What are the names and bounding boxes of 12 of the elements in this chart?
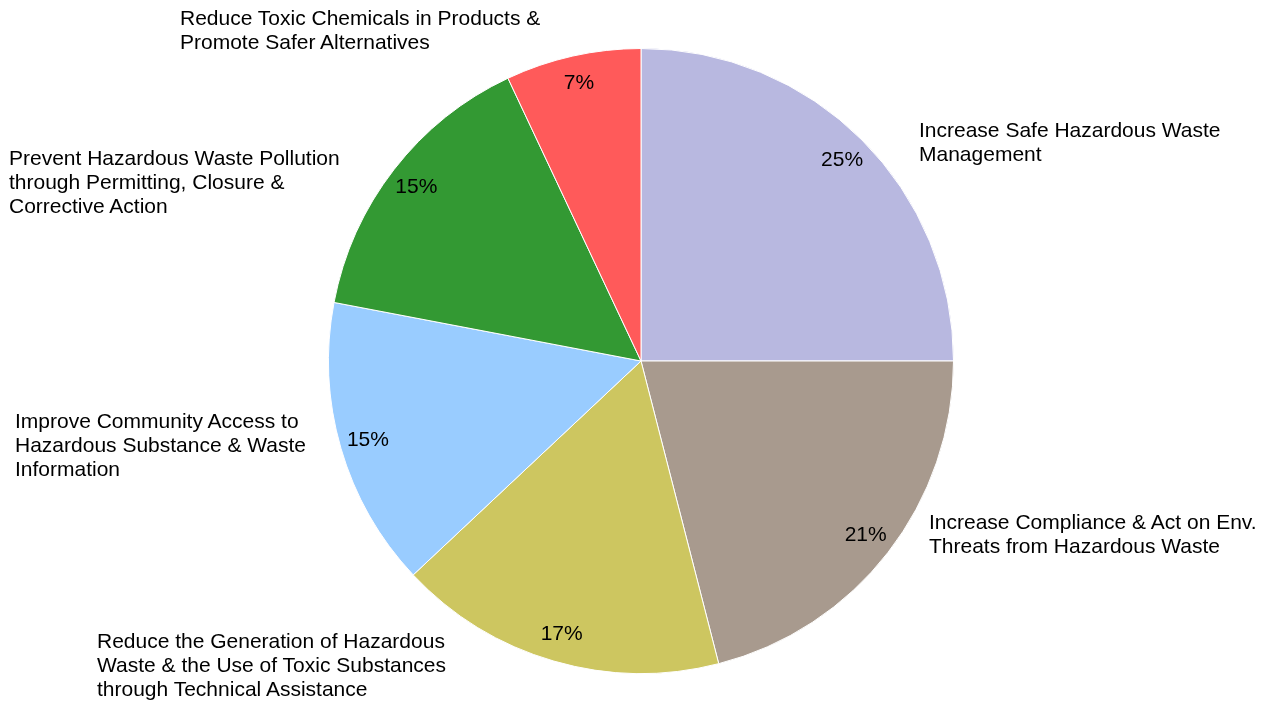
slice-label: Increase Safe Hazardous Waste Management (919, 118, 1222, 166)
slice-label: Reduce Toxic Chemicals in Products & Promote Safer Alternatives (180, 6, 542, 54)
data-label: 15% (395, 173, 438, 197)
slice-label: Reduce the Generation of Hazardous Waste & the Use of Toxic Substances through Technical Assistance (97, 629, 447, 701)
data-label: 21% (844, 522, 887, 546)
slice-label: Increase Compliance & Act on Env. Threats from Hazardous Waste (929, 510, 1258, 558)
data-label: 17% (540, 620, 583, 644)
slice-label: Improve Community Access to Hazardous Substance & Waste Information (15, 409, 308, 481)
data-label: 15% (346, 427, 389, 451)
slice-label: Prevent Hazardous Waste Pollution through Permitting, Closure & Corrective Action (9, 146, 341, 218)
data-label: 7% (563, 70, 595, 94)
data-label: 25% (821, 146, 864, 170)
